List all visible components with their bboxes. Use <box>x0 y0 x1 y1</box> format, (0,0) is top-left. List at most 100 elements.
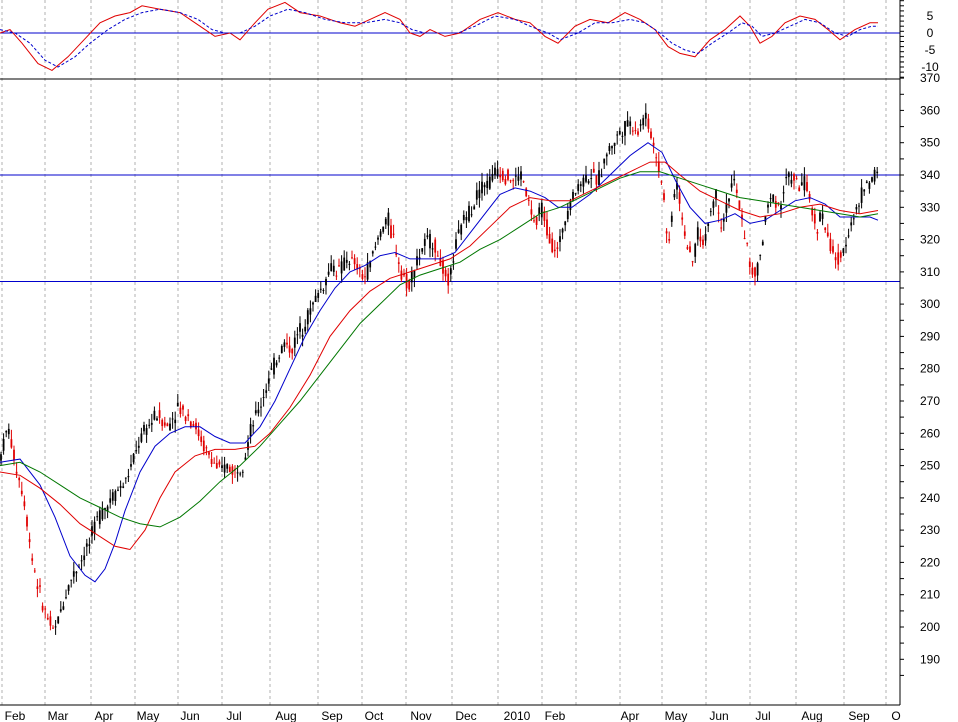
x-tick-label: O <box>891 709 900 722</box>
price-bar <box>494 162 496 179</box>
price-bar <box>527 195 530 206</box>
price-bar <box>826 223 829 238</box>
price-bar <box>535 216 538 230</box>
price-bar <box>577 179 580 195</box>
osc-tick-label: 0 <box>927 26 934 40</box>
price-bar <box>525 187 528 198</box>
price-bar <box>387 208 390 236</box>
price-bar <box>444 267 447 282</box>
price-bar <box>728 198 730 209</box>
x-tick-label: Jun <box>180 709 199 722</box>
price-bar <box>145 424 148 443</box>
price-bar <box>226 463 229 473</box>
price-bar <box>642 114 645 130</box>
price-bar <box>509 179 512 184</box>
price-bar <box>156 416 158 421</box>
price-bar <box>124 477 127 484</box>
price-bar <box>18 476 21 488</box>
price-bar <box>265 383 268 399</box>
price-bar <box>184 415 187 425</box>
price-bar <box>585 165 587 184</box>
price-bar <box>33 568 36 573</box>
price-bar <box>434 237 437 262</box>
price-bar <box>137 436 140 454</box>
y-tick-label: 200 <box>920 620 940 634</box>
price-bar <box>273 353 275 379</box>
price-bar <box>52 625 54 629</box>
price-bar <box>754 266 756 286</box>
price-bar <box>772 194 775 203</box>
price-bar <box>717 205 720 223</box>
price-bar <box>20 481 23 497</box>
price-bar <box>306 308 309 333</box>
price-bar <box>533 214 535 223</box>
price-bar <box>379 229 382 241</box>
price-bar <box>397 257 400 273</box>
price-bar <box>2 433 5 455</box>
price-bar <box>195 418 197 435</box>
price-bar <box>686 244 689 250</box>
price-bar <box>247 435 249 457</box>
price-bar <box>275 360 278 368</box>
price-bar <box>821 204 824 226</box>
price-bar <box>210 452 213 468</box>
price-bar <box>213 457 216 464</box>
price-bar <box>325 276 327 295</box>
price-bar <box>873 167 876 185</box>
price-bar <box>62 601 65 611</box>
price-bar <box>634 121 637 135</box>
price-bar <box>314 289 317 302</box>
price-bar <box>868 181 871 194</box>
price-bar <box>611 145 613 155</box>
price-bar <box>673 189 676 200</box>
price-bar <box>590 169 593 189</box>
price-bar <box>304 319 307 335</box>
price-bar <box>345 251 348 269</box>
price-bar <box>837 243 840 271</box>
price-bar <box>457 220 460 234</box>
price-bar <box>621 131 624 144</box>
price-bar <box>28 532 31 549</box>
price-bar <box>564 220 567 232</box>
price-bar <box>670 211 673 227</box>
price-bar <box>748 257 751 275</box>
price-bar <box>322 288 325 294</box>
price-bar <box>699 228 702 248</box>
price-bar <box>205 445 208 456</box>
price-bar <box>689 241 691 253</box>
price-bar <box>657 151 660 178</box>
x-tick-label: Mar <box>48 709 69 722</box>
price-bar <box>548 226 551 244</box>
price-bar <box>96 511 99 521</box>
price-bar <box>517 166 520 186</box>
price-bar <box>338 258 340 267</box>
price-bar <box>371 250 374 257</box>
price-bar <box>171 412 174 429</box>
price-bar <box>135 440 138 454</box>
price-bar <box>579 181 582 193</box>
x-tick-label: Sep <box>848 709 870 722</box>
price-bar <box>158 402 161 424</box>
y-tick-label: 250 <box>920 459 940 473</box>
price-bar <box>80 555 83 571</box>
price-bar <box>244 452 247 461</box>
y-tick-label: 300 <box>920 297 940 311</box>
x-tick-label: Apr <box>95 709 114 722</box>
price-bar <box>631 126 634 136</box>
price-bar <box>46 613 49 621</box>
price-bar <box>468 201 470 223</box>
price-bar <box>200 430 203 447</box>
price-bar <box>249 417 252 444</box>
price-bar <box>361 269 364 281</box>
price-bar <box>390 218 392 239</box>
price-bar <box>36 578 39 598</box>
price-bar <box>169 417 171 431</box>
price-bar <box>377 235 379 245</box>
price-bar <box>787 171 790 186</box>
price-bar <box>31 553 34 565</box>
price-bar <box>512 178 515 190</box>
price-bar <box>174 411 177 433</box>
price-bar <box>709 208 712 217</box>
price-bar <box>72 562 75 584</box>
